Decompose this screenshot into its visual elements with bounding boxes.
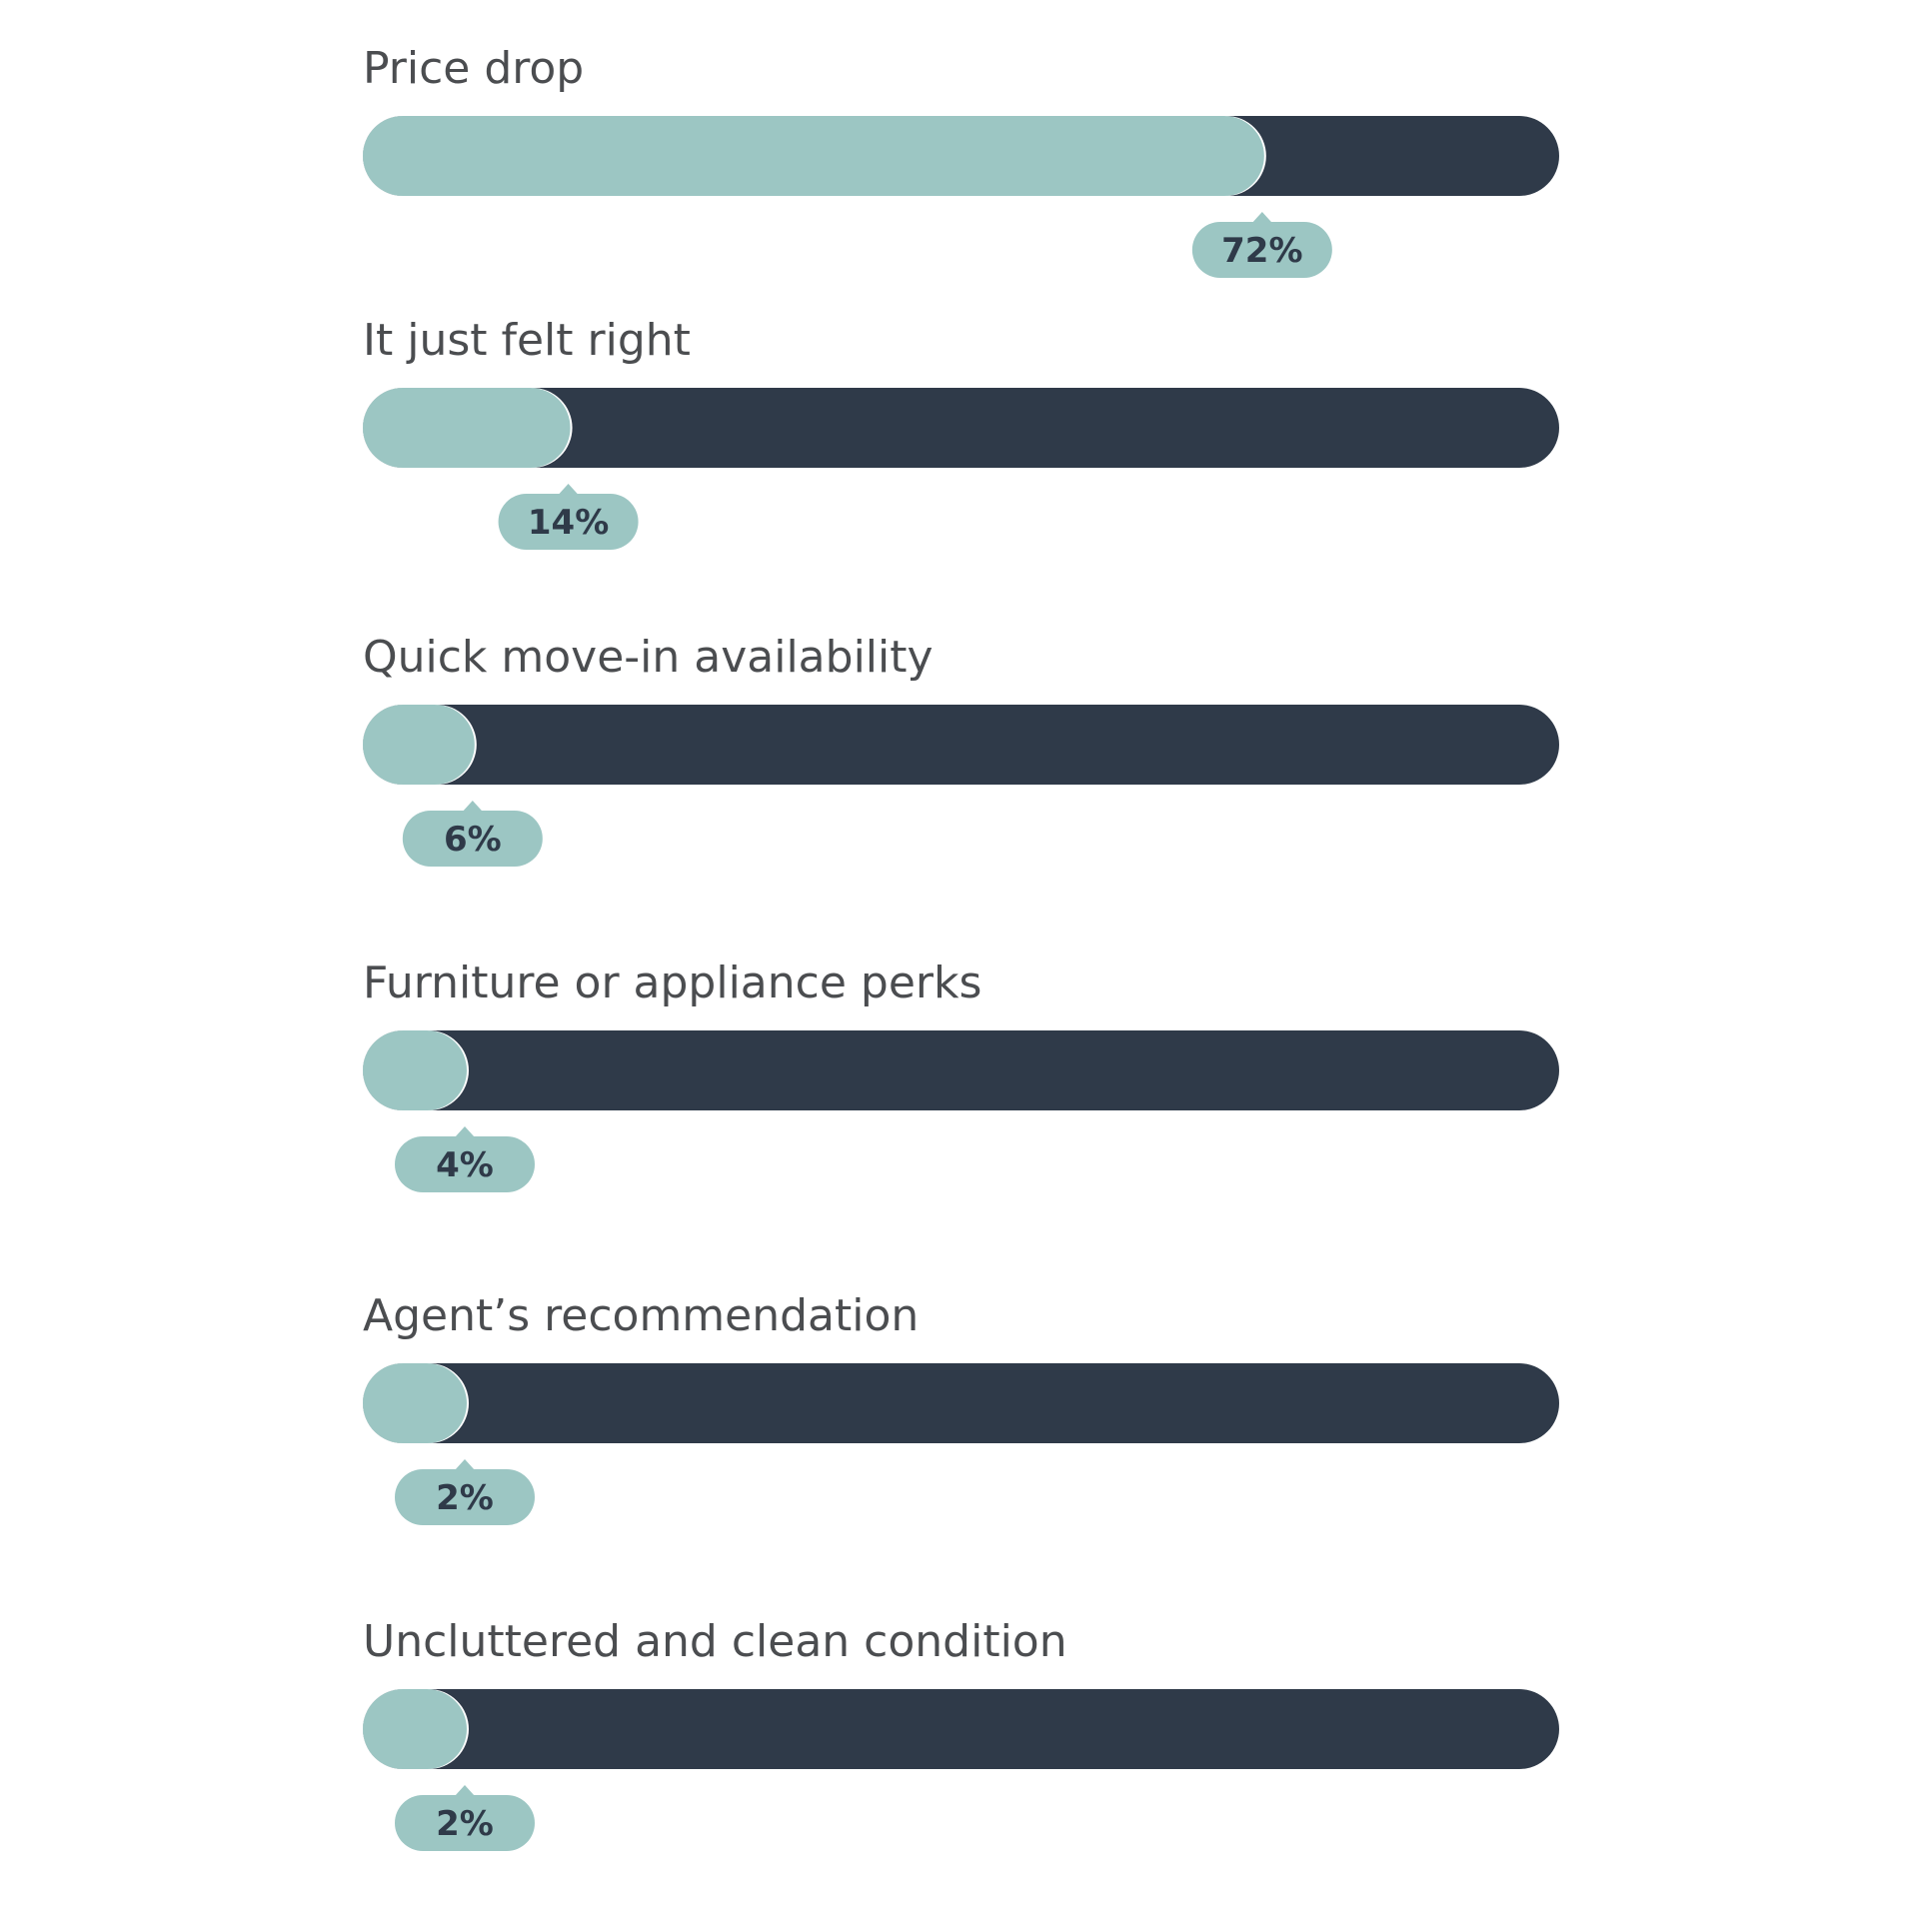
chart-rows: Price drop 72% It just felt right 14% Quick … [363, 43, 1559, 1851]
category-label: Agent’s recommendation [363, 1290, 919, 1341]
value-badge [395, 1795, 535, 1851]
value-badge [395, 1469, 535, 1525]
bar-row: Furniture or appliance perks 4% [363, 958, 1559, 1192]
value-badge [395, 1136, 535, 1192]
category-label: It just felt right [363, 315, 691, 366]
bar-track [363, 1689, 1559, 1769]
value-label: 6% [444, 820, 502, 860]
value-badge-pointer [455, 1459, 475, 1470]
bar-fill [363, 1689, 467, 1769]
bar-fill [363, 1030, 467, 1110]
bar-fill [363, 388, 571, 468]
value-label: 4% [436, 1145, 494, 1185]
category-label: Quick move-in availability [363, 632, 934, 683]
value-label: 2% [436, 1478, 494, 1518]
bar-track [363, 1363, 1559, 1443]
value-label: 2% [436, 1804, 494, 1844]
value-label: 14% [528, 503, 609, 543]
bar-fill [363, 1363, 467, 1443]
bar-row: Uncluttered and clean condition 2% [363, 1616, 1559, 1851]
value-badge [498, 494, 639, 550]
bar-row: Quick move-in availability 6% [363, 632, 1559, 867]
value-badge [402, 811, 543, 867]
value-label: 72% [1221, 231, 1302, 271]
bar-fill [363, 705, 475, 785]
value-badge-pointer [1251, 212, 1272, 223]
bar-fill [363, 116, 1264, 196]
category-label: Uncluttered and clean condition [363, 1616, 1067, 1667]
bar-track [363, 1030, 1559, 1110]
bar-track [363, 388, 1559, 468]
bar-track [363, 705, 1559, 785]
bar-row: Agent’s recommendation 2% [363, 1290, 1559, 1525]
value-badge-pointer [455, 1785, 475, 1796]
value-badge-pointer [558, 484, 579, 495]
bar-row: It just felt right 14% [363, 315, 1559, 550]
value-badge-pointer [462, 801, 483, 812]
bar-row: Price drop 72% [363, 43, 1559, 278]
category-label: Furniture or appliance perks [363, 958, 981, 1008]
value-badge [1191, 222, 1332, 278]
category-label: Price drop [363, 43, 584, 94]
value-badge-pointer [455, 1126, 475, 1137]
